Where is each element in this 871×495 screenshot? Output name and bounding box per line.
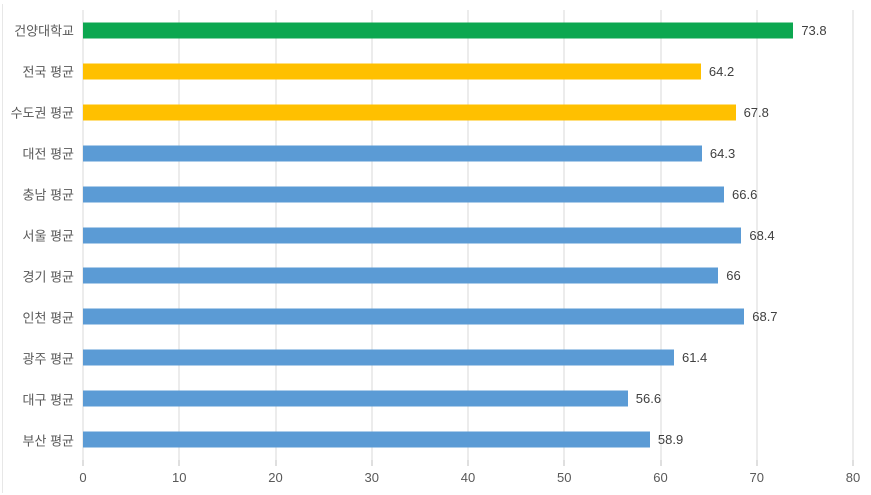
category-label: 건양대학교 xyxy=(14,23,74,39)
bar-value-label: 58.9 xyxy=(657,432,684,448)
bar-value-label: 68.7 xyxy=(752,309,778,325)
bar-3 xyxy=(83,145,702,162)
category-label: 광주 평균 xyxy=(22,351,74,367)
bar-row: 68.4 xyxy=(83,215,853,256)
bar-row: 61.4 xyxy=(83,337,853,378)
category-label: 대구 평균 xyxy=(22,392,74,408)
bar-row: 64.3 xyxy=(83,133,853,174)
bar-10 xyxy=(83,431,650,448)
x-tick-mark xyxy=(563,460,565,466)
bar-6 xyxy=(83,267,719,284)
bar-4 xyxy=(83,186,725,203)
bar-value-label: 64.3 xyxy=(709,145,736,161)
x-tick-mark xyxy=(178,460,180,466)
x-axis: 0 10 20 30 40 50 60 70 80 xyxy=(79,460,860,490)
gridline xyxy=(756,10,758,460)
category-label: 충남 평균 xyxy=(22,187,74,203)
x-tick-label: 40 xyxy=(460,470,476,485)
gridline xyxy=(852,10,854,460)
x-tick-mark xyxy=(756,460,758,466)
bar-value-label: 61.4 xyxy=(681,350,708,366)
bar-0 xyxy=(83,22,794,39)
x-tick-label: 80 xyxy=(845,470,861,485)
bar-5 xyxy=(83,227,742,243)
category-label: 경기 평균 xyxy=(22,269,74,285)
x-tick-mark xyxy=(660,460,661,466)
x-tick-mark xyxy=(371,460,373,466)
x-tick-mark xyxy=(82,460,84,466)
x-tick-label: 0 xyxy=(79,470,87,485)
x-tick-label: 10 xyxy=(172,470,187,485)
bar-row: 64.2 xyxy=(83,51,853,92)
bar-value-label: 64.2 xyxy=(708,63,735,79)
x-tick-mark xyxy=(467,460,469,466)
bar-value-label: 68.4 xyxy=(749,227,775,243)
category-label: 대전 평균 xyxy=(22,146,74,162)
bar-2 xyxy=(83,104,736,121)
bar-value-label: 66 xyxy=(726,268,741,284)
bar-value-label: 66.6 xyxy=(732,186,758,202)
bar-7 xyxy=(83,308,745,325)
x-tick-label: 60 xyxy=(653,470,668,485)
bar-row: 66 xyxy=(83,255,853,296)
x-tick-mark xyxy=(275,460,276,466)
x-tick-mark xyxy=(852,460,854,466)
category-label: 전국 평균 xyxy=(22,64,74,80)
category-label: 수도권 평균 xyxy=(10,105,74,121)
bar-value-label: 67.8 xyxy=(743,104,769,120)
category-label: 인천 평균 xyxy=(22,310,74,326)
bar-9 xyxy=(83,390,628,407)
bar-value-label: 56.6 xyxy=(635,391,662,407)
bar-1 xyxy=(83,63,701,80)
bar-row: 66.6 xyxy=(83,174,853,215)
bar-8 xyxy=(83,349,674,366)
category-label: 서울 평균 xyxy=(22,228,74,244)
bar-row: 58.9 xyxy=(83,419,853,460)
bar-row: 73.8 xyxy=(83,10,853,51)
bar-value-label: 73.8 xyxy=(801,22,827,38)
chart-left-border xyxy=(2,4,3,493)
bar-row: 67.8 xyxy=(83,92,853,133)
x-tick-label: 20 xyxy=(268,470,283,485)
x-tick-label: 50 xyxy=(557,470,572,485)
category-label: 부산 평균 xyxy=(22,433,74,449)
plot-area: 73.8 64.2 67.8 64.3 66.6 68.4 66 68.7 61.4 56.6 58… xyxy=(82,10,854,460)
x-tick-label: 30 xyxy=(364,470,379,485)
bar-row: 56.6 xyxy=(83,378,853,419)
bar-row: 68.7 xyxy=(83,296,853,337)
x-tick-label: 70 xyxy=(749,470,764,485)
